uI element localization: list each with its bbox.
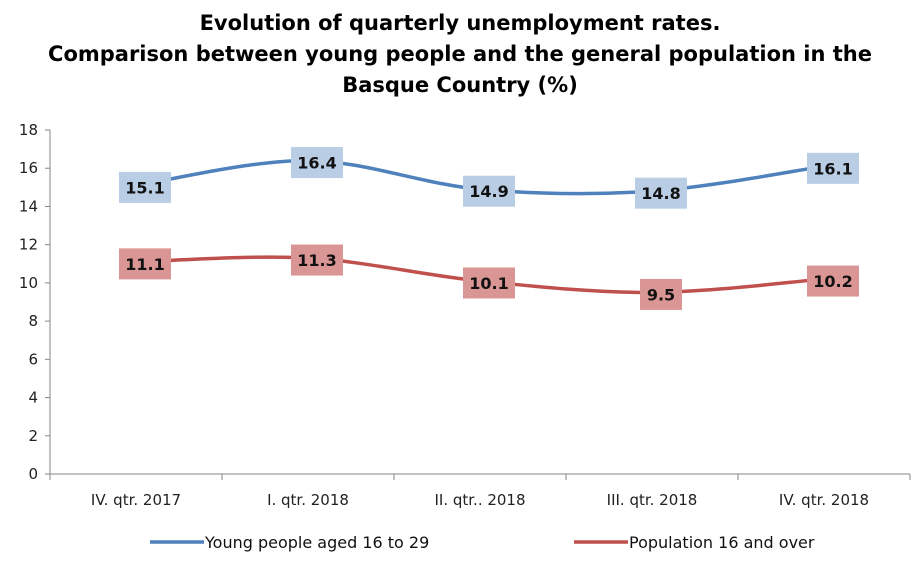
data-label-background (807, 265, 859, 297)
y-tick-label: 18 (19, 121, 38, 139)
x-tick-label: II. qtr.. 2018 (434, 491, 525, 509)
data-label-value: 11.3 (297, 251, 336, 270)
data-label-value: 15.1 (125, 178, 164, 197)
data-label-series-2: 11.1 (119, 248, 171, 280)
data-label-background (119, 171, 171, 203)
data-label-value: 10.1 (469, 274, 508, 293)
y-tick-label: 4 (28, 389, 38, 407)
legend-label: Population 16 and over (629, 533, 815, 552)
data-label-series-1: 14.8 (635, 177, 687, 209)
y-tick-label: 12 (19, 236, 38, 254)
data-label-value: 11.1 (125, 255, 164, 274)
data-label-background (635, 177, 687, 209)
x-tick-label: IV. qtr. 2017 (91, 491, 181, 509)
data-label-series-2: 10.2 (807, 265, 859, 297)
data-label-background (291, 244, 343, 276)
data-label-series-1: 15.1 (119, 171, 171, 203)
data-label-value: 16.1 (813, 159, 852, 178)
chart-title-line-3: Basque Country (%) (342, 73, 578, 97)
data-label-background (119, 248, 171, 280)
data-label-background (807, 152, 859, 184)
y-tick-label: 8 (28, 312, 38, 330)
data-label-value: 9.5 (647, 285, 675, 304)
y-tick-label: 0 (28, 465, 38, 483)
x-tick-label: I. qtr. 2018 (267, 491, 349, 509)
chart-title-line-2: Comparison between young people and the … (48, 42, 872, 66)
data-label-series-1: 14.9 (463, 175, 515, 207)
data-label-background (640, 278, 682, 310)
legend-label: Young people aged 16 to 29 (204, 533, 429, 552)
chart-data-labels: 15.1 16.4 14.9 14.8 16.1 11.1 11.3 10.1 9.5 10.2 (119, 147, 859, 310)
chart-legend: Young people aged 16 to 29 Population 16 … (150, 533, 815, 552)
y-tick-label: 6 (28, 350, 38, 368)
chart-title: Evolution of quarterly unemployment rate… (0, 8, 920, 101)
data-label-series-1: 16.4 (291, 147, 343, 179)
x-tick-label: IV. qtr. 2018 (779, 491, 869, 509)
data-label-value: 14.8 (641, 184, 680, 203)
chart-title-line-1: Evolution of quarterly unemployment rate… (199, 11, 721, 35)
data-label-series-2: 9.5 (640, 278, 682, 310)
data-label-background (463, 175, 515, 207)
y-tick-label: 16 (19, 159, 38, 177)
data-label-series-1: 16.1 (807, 152, 859, 184)
y-tick-label: 2 (28, 427, 38, 445)
y-tick-label: 14 (19, 197, 38, 215)
y-tick-label: 10 (19, 274, 38, 292)
data-label-series-2: 11.3 (291, 244, 343, 276)
data-label-value: 10.2 (813, 272, 852, 291)
legend-item-1: Young people aged 16 to 29 (150, 533, 429, 552)
data-label-series-2: 10.1 (463, 267, 515, 299)
data-label-background (463, 267, 515, 299)
x-tick-label: III. qtr. 2018 (607, 491, 698, 509)
data-label-background (291, 147, 343, 179)
legend-item-2: Population 16 and over (574, 533, 815, 552)
data-label-value: 16.4 (297, 154, 336, 173)
data-label-value: 14.9 (469, 182, 508, 201)
chart-axes: 0 2 4 6 8 10 12 14 16 18 IV. qtr. 2017 I. qtr. 2018… (19, 121, 911, 509)
